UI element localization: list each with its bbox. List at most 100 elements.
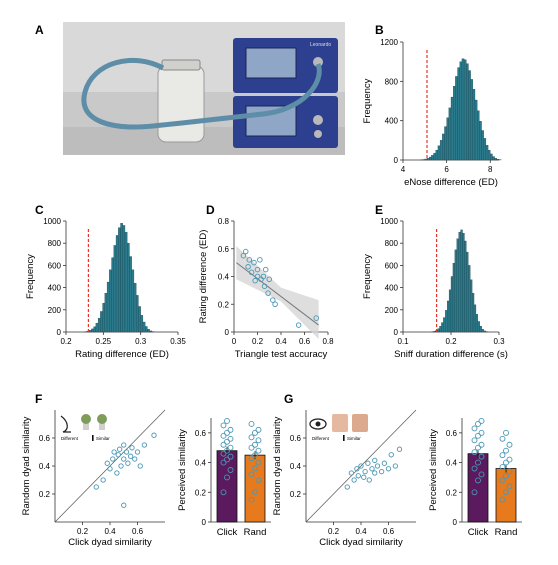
y-tick-label: 0.6 bbox=[290, 434, 302, 443]
scatter-point bbox=[369, 466, 375, 472]
histogram-bar bbox=[460, 229, 463, 333]
y-tick-label: 1000 bbox=[43, 217, 61, 226]
subject-dot bbox=[255, 437, 262, 444]
histogram-bar bbox=[477, 110, 480, 161]
scatter-point bbox=[107, 466, 113, 472]
svg-text:Leonardo: Leonardo bbox=[310, 42, 331, 48]
x-tick-label: 0.3 bbox=[493, 337, 505, 346]
subject-dot bbox=[220, 432, 227, 439]
scatter-point bbox=[125, 460, 131, 466]
x-axis-label: eNose difference (ED) bbox=[404, 177, 498, 188]
subject-dot bbox=[220, 441, 227, 448]
scatter-point bbox=[137, 463, 143, 469]
y-axis-label: Perceived similarity bbox=[177, 429, 188, 511]
panel-label-e: E bbox=[375, 203, 383, 217]
inset-label-different: Different bbox=[61, 436, 79, 441]
scatter-point bbox=[365, 460, 371, 466]
subject-dot bbox=[248, 420, 255, 427]
subject-dot bbox=[227, 453, 234, 460]
histogram-bar bbox=[453, 86, 456, 161]
y-axis-label: Random dyad similarity bbox=[21, 416, 32, 515]
histogram-bar bbox=[468, 265, 471, 333]
scatter-point bbox=[254, 273, 261, 280]
subject-dot bbox=[471, 489, 478, 496]
histogram-bar bbox=[433, 152, 436, 161]
scatter-point bbox=[313, 315, 320, 321]
x-axis-label: Triangle test accuracy bbox=[235, 349, 328, 360]
subject-dot bbox=[499, 464, 506, 470]
histogram-bar bbox=[483, 330, 486, 333]
histogram-bar bbox=[136, 295, 139, 333]
histogram-bar bbox=[481, 329, 484, 333]
y-axis-label: Frequency bbox=[25, 254, 36, 299]
scatter-point bbox=[257, 257, 263, 263]
panel-label-b: B bbox=[375, 23, 384, 37]
histogram-bar bbox=[445, 310, 448, 333]
subject-dot bbox=[220, 459, 227, 466]
histogram-bar bbox=[458, 231, 461, 333]
subject-dot bbox=[224, 447, 230, 454]
histogram-bar bbox=[459, 61, 463, 161]
x-tick-label: 6 bbox=[444, 165, 449, 174]
histogram-bar bbox=[475, 314, 479, 333]
histogram-bar bbox=[447, 300, 450, 333]
confidence-band bbox=[236, 245, 319, 339]
scatter-point bbox=[358, 463, 364, 469]
subject-dot bbox=[478, 453, 485, 460]
inset-label-similar: Similar bbox=[96, 436, 110, 441]
scatter-point bbox=[361, 474, 367, 480]
histogram-bar bbox=[424, 158, 428, 161]
subject-dot bbox=[227, 435, 234, 442]
histogram-bar bbox=[463, 59, 467, 161]
histogram-bar bbox=[129, 256, 132, 333]
x-tick-label: 0.2 bbox=[60, 337, 72, 346]
histogram-bar bbox=[124, 231, 128, 333]
histogram-bar bbox=[88, 330, 92, 333]
x-tick-label: 0.6 bbox=[383, 527, 395, 536]
histogram-bar bbox=[95, 322, 99, 333]
histogram-bar bbox=[466, 63, 469, 161]
histogram-bar bbox=[131, 269, 135, 333]
histogram-bar bbox=[104, 292, 108, 333]
histogram-bar bbox=[470, 79, 473, 161]
histogram-bar bbox=[443, 317, 446, 333]
scatter-point bbox=[114, 470, 120, 476]
scatter-point bbox=[118, 463, 124, 469]
histogram-bar bbox=[144, 326, 148, 333]
scatter-point bbox=[366, 477, 372, 483]
histogram-bar bbox=[479, 326, 482, 333]
scatter-point bbox=[115, 452, 121, 458]
subject-dot bbox=[220, 450, 227, 457]
y-tick-label: 0.6 bbox=[218, 245, 230, 254]
y-tick-label: 800 bbox=[48, 239, 62, 248]
subject-dot bbox=[224, 429, 230, 436]
histogram-bar bbox=[464, 240, 467, 333]
y-tick-label: 600 bbox=[48, 261, 62, 270]
subject-dot bbox=[255, 459, 262, 466]
y-tick-label: 0 bbox=[394, 156, 399, 165]
panel-label-d: D bbox=[206, 203, 215, 217]
scatter-point bbox=[245, 264, 251, 270]
subject-dot bbox=[478, 429, 485, 436]
y-tick-label: 0.6 bbox=[39, 434, 51, 443]
scatter-point bbox=[129, 445, 135, 451]
scatter-point bbox=[151, 432, 157, 438]
subject-dot bbox=[503, 429, 509, 436]
bar-rand bbox=[495, 468, 517, 523]
scatter-point bbox=[265, 290, 271, 296]
subject-dot bbox=[220, 489, 227, 496]
y-tick-label: 0.2 bbox=[446, 488, 458, 497]
subject-dot bbox=[503, 459, 509, 466]
y-tick-label: 0.8 bbox=[218, 217, 230, 226]
subject-dot bbox=[224, 418, 230, 424]
subject-dot bbox=[503, 472, 509, 479]
x-axis-label: Click dyad similarity bbox=[319, 537, 403, 548]
scatter-point bbox=[121, 456, 127, 462]
eye-pupil-icon bbox=[315, 421, 321, 427]
histogram-bar bbox=[109, 269, 112, 333]
subject-dot bbox=[248, 471, 255, 478]
scatter-point bbox=[295, 322, 302, 328]
scatter-point bbox=[123, 449, 130, 455]
y-tick-label: 200 bbox=[48, 306, 62, 315]
scatter-point bbox=[362, 468, 368, 475]
